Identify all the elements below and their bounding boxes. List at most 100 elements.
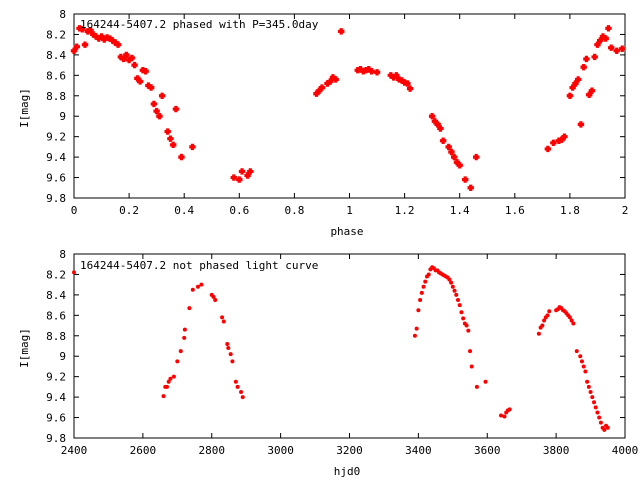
phased-xtick-label: 0.2 [119,204,139,217]
phased-ytick-label: 8.6 [46,69,66,82]
phased-data-point [368,68,375,75]
unphased-data-point [468,349,473,354]
unphased-data-point [598,420,603,425]
unphased-data-point [597,415,602,420]
unphased-ytick-label: 8.8 [46,330,66,343]
unphased-data-point [421,284,426,289]
unphased-xtick-label: 3200 [336,444,363,457]
unphased-data-point [416,308,421,313]
phased-ytick-label: 8 [59,8,66,21]
unphased-data-point [168,376,173,381]
unphased-data-point [455,298,460,302]
phased-xtick-label: 0.4 [174,204,194,217]
unphased-data-point [426,272,431,277]
phased-data-point [437,125,444,132]
unphased-xtick-label: 2400 [61,444,88,457]
phased-data-point [79,26,86,33]
phased-data-point [123,51,130,59]
unphased-data-point [225,341,230,346]
phased-data-point [406,85,414,92]
unphased-data-point [230,359,235,364]
phased-data-point [404,80,411,87]
phased-data-point [156,113,163,120]
unphased-points [72,265,610,432]
unphased-data-point [171,374,176,379]
unphased-data-point [211,294,216,299]
unphased-data-point [72,270,76,275]
phased-data-point [167,135,174,142]
unphased-data-point [175,359,180,364]
phased-data-point [236,176,243,183]
phased-ytick-label: 8.2 [46,28,66,41]
phased-ytick-label: 9.6 [46,172,66,185]
unphased-ytick-label: 9.6 [46,412,66,425]
unphased-data-point [418,298,423,302]
phased-data-point [588,87,596,94]
unphased-data-point [447,277,452,282]
unphased-data-point [507,407,512,412]
unphased-data-point [567,315,572,320]
unphased-xtick-label: 3000 [267,444,294,457]
unphased-data-point [585,379,590,384]
unphased-data-point [581,364,586,369]
phased-data-point [131,61,138,69]
unphased-data-point [464,323,469,328]
unphased-data-point [419,290,424,295]
unphased-xtick-label: 2800 [199,444,226,457]
phased-data-point [247,168,254,175]
phased-data-point [169,141,177,149]
unphased-data-point [220,315,225,320]
phased-xtick-label: 0.8 [284,204,304,217]
phased-data-point [456,162,463,169]
phased-data-point [114,41,122,48]
phased-xtick-label: 1.2 [395,204,415,217]
unphased-data-point [588,390,593,394]
unphased-ytick-label: 9.4 [46,391,66,404]
unphased-ticks: 2400 2600 2800 3000 3200 3400 3600 3800 4000 8 8.2… [46,248,638,457]
unphased-data-point [449,280,454,285]
unphased-data-point [536,331,541,336]
unphased-data-point [233,379,238,384]
phased-data-point [561,133,568,140]
unphased-data-point [239,390,244,394]
phased-xlabel: phase [330,225,363,238]
unphased-data-point [590,395,595,400]
phased-data-point [550,139,557,146]
phased-ytick-label: 9.8 [46,192,66,205]
phased-data-point [238,168,246,175]
unphased-panel: 2400 2600 2800 3000 3200 3400 3600 3800 4000 8 8.2… [18,248,638,478]
unphased-data-point [454,292,459,297]
phased-xtick-label: 0 [71,204,78,217]
unphased-data-point [226,346,231,351]
unphased-xtick-label: 3800 [543,444,570,457]
unphased-data-point [579,359,584,364]
unphased-data-point [221,319,226,324]
phased-data-point [462,176,469,183]
phased-data-point [580,63,587,71]
unphased-data-point [593,405,598,410]
unphased-data-point [412,333,417,338]
unphased-data-point [483,379,488,384]
unphased-data-point [502,414,507,419]
phased-xtick-label: 1.6 [505,204,525,217]
phased-data-point [467,184,474,191]
phased-data-point [136,78,144,85]
phased-data-point [244,172,251,179]
unphased-data-point [542,318,547,323]
phased-data-point [602,35,609,42]
phased-data-point [577,121,585,128]
unphased-xtick-label: 4000 [612,444,639,457]
unphased-ytick-label: 8.4 [46,289,66,302]
unphased-data-point [583,369,588,374]
unphased-xtick-label: 3600 [474,444,501,457]
unphased-data-point [466,328,471,333]
phased-ytick-label: 9.2 [46,131,66,144]
phased-data-point [428,113,436,120]
unphased-data-point [450,284,455,289]
phased-data-point [574,76,582,83]
unphased-data-point [164,384,169,389]
unphased-title: 164244-5407.2 not phased light curve [80,259,318,272]
phased-ytick-label: 9 [59,110,66,123]
phased-data-point [450,153,458,161]
